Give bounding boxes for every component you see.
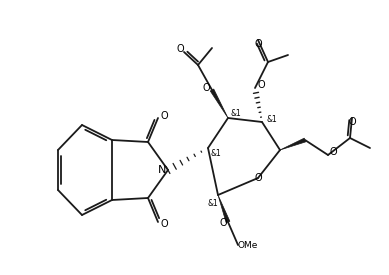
Text: O: O [160,111,168,121]
Text: &1: &1 [231,109,242,117]
Text: OMe: OMe [238,241,258,249]
Polygon shape [280,138,306,150]
Text: O: O [348,117,356,127]
Text: O: O [254,173,262,183]
Text: O: O [254,39,262,49]
Text: O: O [202,83,210,93]
Polygon shape [218,195,230,223]
Text: &1: &1 [208,199,218,208]
Text: O: O [176,44,184,54]
Text: O: O [160,219,168,229]
Text: N: N [158,165,166,175]
Polygon shape [210,89,228,118]
Text: &1: &1 [210,148,221,158]
Text: O: O [329,147,337,157]
Text: O: O [219,218,227,228]
Text: O: O [257,80,265,90]
Text: &1: &1 [266,116,277,125]
